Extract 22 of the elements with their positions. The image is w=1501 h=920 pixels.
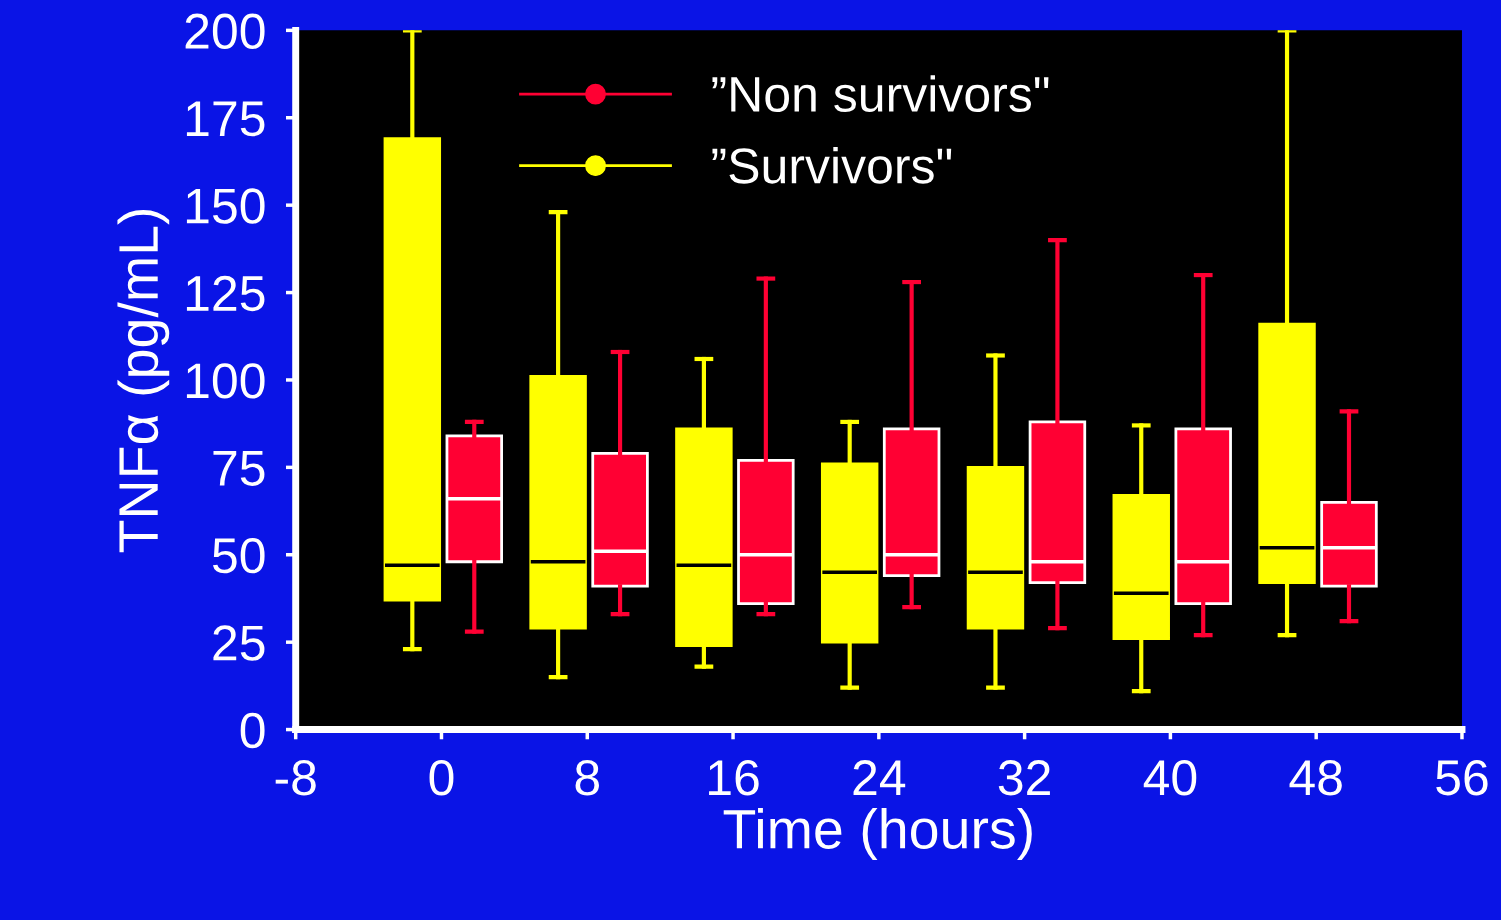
x-tick-label: -8 [275,760,316,796]
x-tick-label: 8 [575,760,599,796]
y-tick-label: 100 [186,363,265,399]
y-tick-label: 50 [212,537,265,574]
y-tick-label: 175 [186,101,265,137]
y-tick-label: 25 [213,625,265,661]
y-tick-label: 200 [185,13,265,49]
x-tick-label: 0 [429,760,454,796]
y-axis-title: TNFα (pg/mL) [117,209,170,553]
x-tick-label: 16 [709,760,759,796]
y-tick-label: 150 [186,188,265,224]
x-tick-label: 56 [1436,760,1488,796]
x-tick-label: 48 [1289,760,1342,796]
y-tick-label: 75 [213,451,265,486]
y-tick-label: 125 [186,275,265,312]
x-tick-label: 24 [853,760,906,795]
legend-label: ”Survivors" [712,146,952,184]
legend-label: ”Non survivors" [712,75,1049,113]
x-axis-title: Time (hours) [723,808,1032,860]
y-tick-label: 0 [240,712,265,749]
x-tick-label: 40 [1143,760,1197,796]
x-tick-label: 32 [998,760,1050,796]
